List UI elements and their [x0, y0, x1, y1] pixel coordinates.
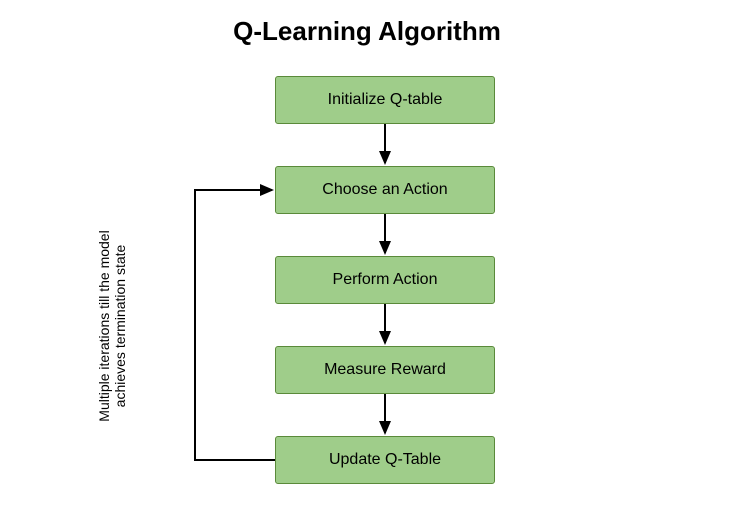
- flow-node-init: Initialize Q-table: [275, 76, 495, 124]
- flow-node-perform: Perform Action: [275, 256, 495, 304]
- loop-arrow: [195, 190, 275, 460]
- loop-label-line2: achieves termination state: [112, 245, 128, 408]
- diagram-stage: Q-Learning Algorithm Initialize Q-table C…: [0, 0, 734, 525]
- flow-node-update: Update Q-Table: [275, 436, 495, 484]
- diagram-title: Q-Learning Algorithm: [0, 16, 734, 47]
- flow-node-measure: Measure Reward: [275, 346, 495, 394]
- loop-label-line1: Multiple iterations till the model: [96, 230, 112, 421]
- flow-node-choose: Choose an Action: [275, 166, 495, 214]
- loop-label: Multiple iterations till the model achie…: [96, 230, 128, 421]
